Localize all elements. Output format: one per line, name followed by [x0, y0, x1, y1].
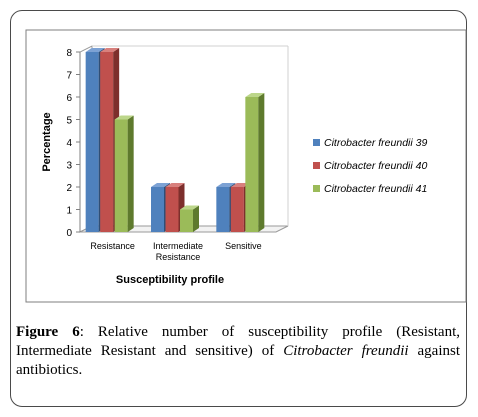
legend-label: Citrobacter freundii 41: [324, 183, 427, 195]
bar-front: [100, 52, 114, 232]
bar-front: [165, 187, 179, 232]
bar-front: [245, 97, 259, 232]
bar-front: [85, 52, 99, 232]
caption-species: Citrobacter freundii: [283, 343, 409, 359]
bar-top: [216, 183, 236, 187]
y-tick-label: 8: [66, 48, 72, 59]
x-tick-label: Sensitive: [225, 241, 262, 251]
bar: [180, 205, 199, 232]
y-tick-label: 4: [66, 138, 72, 149]
y-tick-label: 6: [66, 93, 72, 104]
bar-side: [258, 93, 265, 232]
x-tick-label: Resistance: [156, 252, 201, 262]
bar-front: [114, 119, 128, 232]
bar-side: [193, 205, 199, 232]
legend-label: Citrobacter freundii 39: [324, 137, 427, 149]
bar-front: [180, 209, 193, 232]
y-axis: 0 1 2 3 4 5 6 7 8: [66, 48, 81, 239]
bar-top: [230, 183, 250, 187]
y-tick-label: 1: [66, 206, 72, 217]
x-tick-label: Intermediate: [153, 241, 203, 251]
legend-swatch: [313, 162, 320, 169]
bar-top: [180, 205, 199, 210]
bars: [85, 48, 265, 232]
bar-front: [151, 187, 164, 232]
legend-swatch: [313, 185, 320, 192]
y-tick-label: 7: [66, 71, 72, 82]
bar-top: [151, 183, 170, 187]
legend-swatch: [313, 139, 320, 146]
bar-front: [230, 187, 244, 232]
bar-top: [165, 183, 185, 187]
y-tick-label: 5: [66, 116, 72, 127]
bar-top: [100, 48, 120, 52]
bar-top: [245, 93, 265, 97]
y-tick-label: 2: [66, 183, 72, 194]
bar-front: [216, 187, 230, 232]
legend-label: Citrobacter freundii 40: [324, 160, 427, 172]
bar-side: [127, 115, 134, 232]
legend: Citrobacter freundii 39 Citrobacter freun…: [313, 137, 427, 195]
x-tick-label: Resistance: [90, 241, 135, 251]
caption-text-before: : Relative number of susceptibility prof…: [16, 324, 460, 359]
bar-top: [114, 115, 134, 120]
bar-top: [85, 48, 105, 52]
y-tick-label: 0: [66, 228, 72, 239]
y-axis-title: Percentage: [41, 112, 53, 171]
chart-area-border: [25, 29, 467, 303]
figure-label: Figure 6: [16, 324, 80, 340]
bar: [114, 115, 134, 232]
x-axis: Resistance IntermediateResistanceSensitiv…: [90, 241, 261, 262]
bar: [245, 93, 265, 232]
figure-caption: Figure 6: Relative number of susceptibil…: [16, 323, 460, 380]
y-tick-label: 3: [66, 161, 72, 172]
caption-text-after: against antibiotics.: [16, 343, 460, 378]
x-axis-title: Susceptibility profile: [116, 274, 224, 286]
